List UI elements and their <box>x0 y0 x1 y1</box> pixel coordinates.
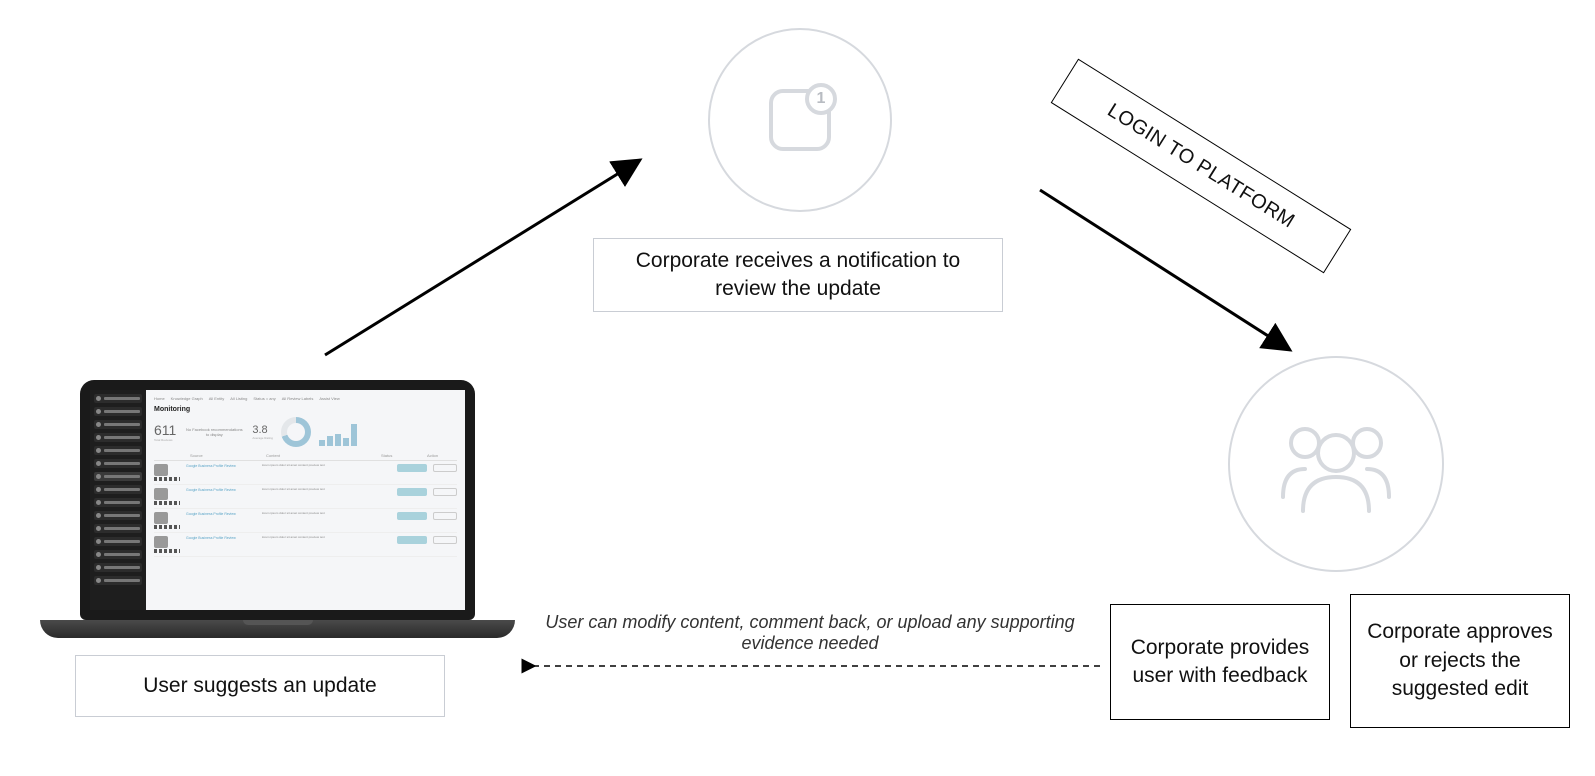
dashboard-kpi-row: 611 Total Reviews No Facebook recommenda… <box>154 417 457 447</box>
bar <box>335 434 341 446</box>
dashboard-tab: All Entity <box>209 396 225 401</box>
row-stars <box>154 525 180 529</box>
kpi-donut-icon <box>281 417 311 447</box>
sidebar-item <box>94 420 142 429</box>
table-row: Google Business Profile Review lorem ipsu… <box>154 509 457 533</box>
table-row: Google Business Profile Review lorem ipsu… <box>154 461 457 485</box>
column-header: Content <box>266 453 375 458</box>
arrow-feedback-to-user <box>520 652 1110 682</box>
row-source: Google Business Profile Review <box>186 512 256 516</box>
dashboard-tab: All Listing <box>230 396 247 401</box>
row-source: Google Business Profile Review <box>186 488 256 492</box>
sidebar-item <box>94 485 142 494</box>
row-status <box>397 536 427 544</box>
notification-app-icon: 1 <box>769 89 831 151</box>
people-group-icon <box>1271 409 1401 519</box>
row-content: lorem ipsum dolor sit amet content previ… <box>262 488 391 492</box>
kpi-middle: No Facebook recommendations to display <box>184 427 244 437</box>
laptop-bezel: Home Knowledge Graph All Entity All Listing… <box>80 380 475 620</box>
laptop-screen: Home Knowledge Graph All Entity All Listing… <box>90 390 465 610</box>
row-content: lorem ipsum dolor sit amet content previ… <box>262 464 391 468</box>
row-status <box>397 464 427 472</box>
row-source: Google Business Profile Review <box>186 536 256 540</box>
row-content: lorem ipsum dolor sit amet content previ… <box>262 512 391 516</box>
bar <box>327 436 333 446</box>
feedback-caption: User can modify content, comment back, o… <box>530 612 1090 654</box>
sidebar-item <box>94 550 142 559</box>
sidebar-item <box>94 537 142 546</box>
kpi-rating-value: 3.8 <box>252 424 273 436</box>
sidebar-item <box>94 498 142 507</box>
sidebar-item <box>94 524 142 533</box>
row-status <box>397 512 427 520</box>
column-header <box>154 453 184 458</box>
sidebar-item <box>94 563 142 572</box>
sidebar-item <box>94 433 142 442</box>
laptop-mock: Home Knowledge Graph All Entity All Listing… <box>40 380 515 638</box>
row-thumb <box>154 488 168 500</box>
sidebar-item <box>94 394 142 403</box>
dashboard-sidebar <box>90 390 146 610</box>
sidebar-item <box>94 472 142 481</box>
table-row: Google Business Profile Review lorem ipsu… <box>154 533 457 557</box>
laptop-base <box>40 620 515 638</box>
row-stars <box>154 477 180 481</box>
people-circle <box>1228 356 1444 572</box>
row-thumb <box>154 464 168 476</box>
row-thumb <box>154 536 168 548</box>
dashboard-tab: Status = any <box>253 396 275 401</box>
column-header: Action <box>427 453 457 458</box>
kpi-reviews-label: Total Reviews <box>154 438 176 442</box>
dashboard-tab: Assist View <box>319 396 339 401</box>
dashboard-main: Home Knowledge Graph All Entity All Listing… <box>146 390 465 610</box>
bar <box>343 438 349 446</box>
dashboard-tab: All Review Labels <box>282 396 314 401</box>
row-respond-button <box>433 536 457 544</box>
node-corporate-feedback: Corporate provides user with feedback <box>1110 604 1330 720</box>
row-source: Google Business Profile Review <box>186 464 256 468</box>
row-respond-button <box>433 464 457 472</box>
kpi-bars <box>319 418 357 446</box>
node-user-suggests: User suggests an update <box>75 655 445 717</box>
row-respond-button <box>433 512 457 520</box>
kpi-reviews: 611 Total Reviews <box>154 422 176 442</box>
dashboard-table-head: Source Content Status Action <box>154 453 457 461</box>
notification-badge: 1 <box>805 83 837 115</box>
row-stars <box>154 501 180 505</box>
dashboard-tab: Home <box>154 396 165 401</box>
row-thumb <box>154 512 168 524</box>
table-row: Google Business Profile Review lorem ipsu… <box>154 485 457 509</box>
column-header: Status <box>381 453 421 458</box>
kpi-rating-label: Average Rating <box>252 436 273 440</box>
row-status <box>397 488 427 496</box>
row-content: lorem ipsum dolor sit amet content previ… <box>262 536 391 540</box>
kpi-rating: 3.8 Average Rating <box>252 424 273 440</box>
notification-circle: 1 <box>708 28 892 212</box>
node-corporate-notification: Corporate receives a notification to rev… <box>593 238 1003 312</box>
sidebar-item <box>94 576 142 585</box>
column-header: Source <box>190 453 260 458</box>
dashboard-table-body: Google Business Profile Review lorem ipsu… <box>154 461 457 557</box>
row-stars <box>154 549 180 553</box>
sidebar-item <box>94 446 142 455</box>
kpi-reviews-value: 611 <box>154 422 176 438</box>
node-corporate-approves: Corporate approves or rejects the sugges… <box>1350 594 1570 728</box>
dashboard-tab: Knowledge Graph <box>171 396 203 401</box>
dashboard-title: Monitoring <box>154 406 457 413</box>
dashboard-tabs: Home Knowledge Graph All Entity All Listing… <box>154 396 457 401</box>
bar <box>319 440 325 446</box>
row-respond-button <box>433 488 457 496</box>
sidebar-item <box>94 511 142 520</box>
sidebar-item <box>94 459 142 468</box>
sidebar-item <box>94 407 142 416</box>
bar <box>351 424 357 446</box>
